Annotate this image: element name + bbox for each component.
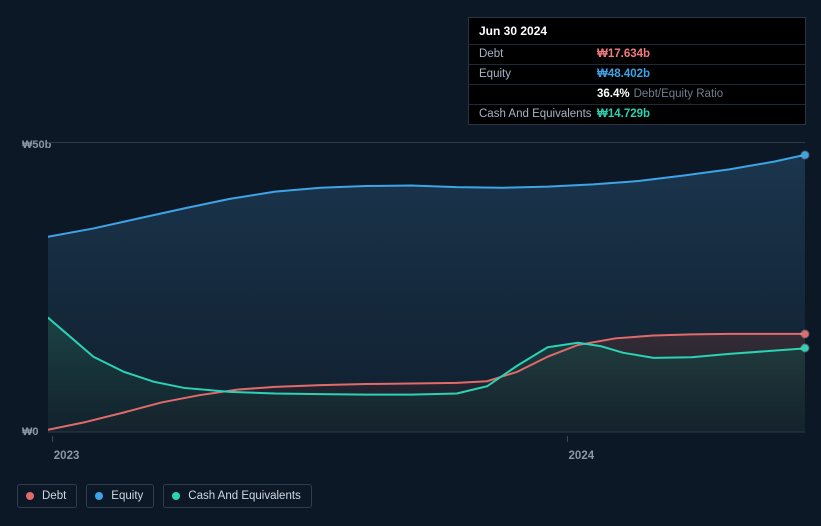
plot-area[interactable]: 20232024	[48, 142, 805, 442]
tooltip-row-value: 36.4%Debt/Equity Ratio	[597, 88, 723, 100]
tooltip-date: Jun 30 2024	[469, 18, 805, 44]
x-axis-label: 2023	[54, 450, 80, 462]
series-endpoint-equity	[802, 151, 809, 158]
financials-chart: ₩50b ₩0 20232024	[16, 142, 805, 442]
tooltip-row-value: ₩48.402b	[597, 68, 650, 80]
legend-item-debt[interactable]: Debt	[17, 484, 77, 508]
legend-item-equity[interactable]: Equity	[86, 484, 154, 508]
legend-dot-icon	[172, 492, 180, 500]
series-endpoint-debt	[802, 330, 809, 337]
tooltip-panel: Jun 30 2024 Debt₩17.634bEquity₩48.402b36…	[468, 17, 806, 125]
tooltip-row-value: ₩14.729b	[597, 108, 650, 120]
legend: Debt Equity Cash And Equivalents	[17, 484, 312, 508]
tooltip-row: 36.4%Debt/Equity Ratio	[469, 84, 805, 104]
x-tick	[52, 436, 53, 442]
gridline-top	[48, 142, 805, 143]
tooltip-row-value: ₩17.634b	[597, 48, 650, 60]
series-endpoint-cash	[802, 345, 809, 352]
x-tick	[567, 436, 568, 442]
legend-item-cash-and-equivalents[interactable]: Cash And Equivalents	[163, 484, 312, 508]
tooltip-row-label: Cash And Equivalents	[479, 108, 597, 120]
x-axis-label: 2024	[569, 450, 595, 462]
tooltip-row-label	[479, 88, 597, 100]
tooltip-row: Debt₩17.634b	[469, 44, 805, 64]
legend-dot-icon	[95, 492, 103, 500]
tooltip-row-label: Debt	[479, 48, 597, 60]
y-axis-label-bottom: ₩0	[22, 426, 39, 438]
legend-label: Cash And Equivalents	[188, 490, 301, 502]
legend-label: Debt	[42, 490, 66, 502]
tooltip-row: Cash And Equivalents₩14.729b	[469, 104, 805, 124]
legend-label: Equity	[111, 490, 143, 502]
legend-dot-icon	[26, 492, 34, 500]
y-axis-label-top: ₩50b	[22, 139, 51, 151]
chart-svg	[48, 142, 805, 442]
tooltip-row: Equity₩48.402b	[469, 64, 805, 84]
tooltip-row-label: Equity	[479, 68, 597, 80]
tooltip-row-extra: Debt/Equity Ratio	[634, 88, 724, 100]
